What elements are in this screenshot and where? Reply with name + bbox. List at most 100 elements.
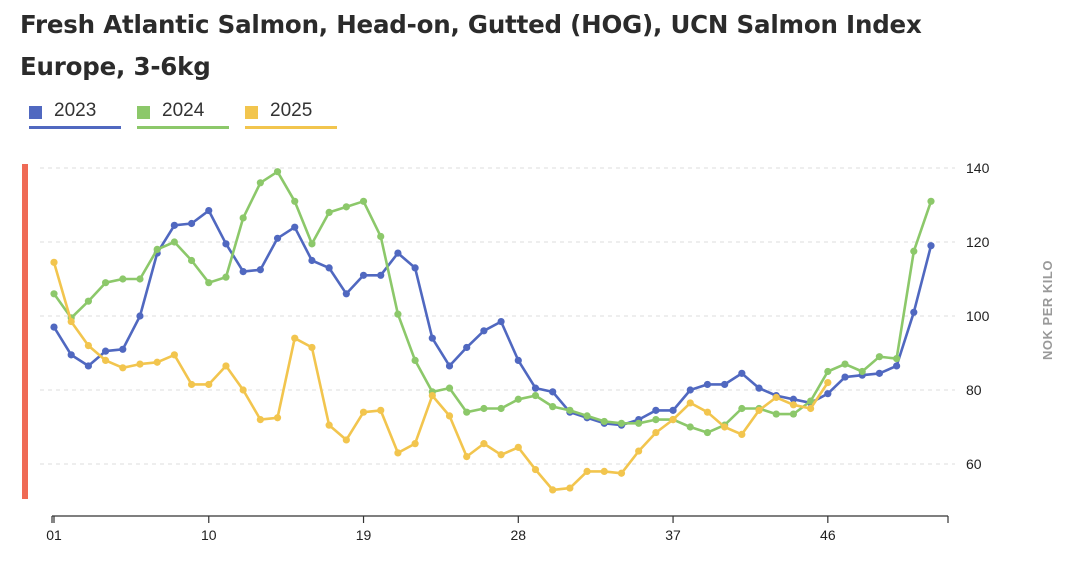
data-point-2024-w33	[600, 417, 608, 426]
data-point-2024-w45	[807, 397, 815, 405]
data-point-2024-w39	[703, 428, 712, 437]
data-point-2025-w35	[635, 447, 643, 455]
data-point-2025-w41	[738, 430, 746, 438]
data-point-2025-w2	[67, 317, 75, 326]
data-point-2024-w7	[153, 245, 161, 253]
x-tick-label-19: 19	[356, 527, 372, 543]
data-point-2023-w2	[67, 351, 75, 359]
data-point-2023-w5	[119, 345, 127, 353]
data-point-2024-w28	[514, 395, 522, 403]
legend-item-2023[interactable]: 2023	[29, 100, 137, 130]
data-point-2024-w11	[222, 273, 230, 281]
data-point-2025-w23	[428, 391, 436, 400]
data-point-2024-w9	[187, 256, 196, 265]
data-point-2023-w25	[463, 343, 471, 352]
data-point-2023-w42	[755, 384, 763, 392]
data-point-2023-w26	[480, 327, 488, 335]
data-point-2023-w36	[652, 406, 660, 414]
data-point-2025-w27	[497, 451, 505, 459]
data-point-2025-w13	[256, 416, 264, 424]
data-point-2025-w21	[394, 449, 402, 457]
data-point-2024-w22	[411, 356, 419, 364]
data-point-2023-w16	[308, 256, 316, 265]
legend-item-2024[interactable]: 2024	[137, 100, 245, 130]
data-point-2023-w6	[136, 312, 144, 320]
data-point-2025-w34	[617, 469, 626, 477]
legend-label-2024: 2024	[162, 100, 205, 121]
data-point-2023-w49	[875, 369, 884, 377]
data-point-2025-w28	[514, 443, 522, 451]
data-point-2024-w43	[772, 410, 780, 418]
data-point-2024-w6	[136, 275, 144, 283]
data-point-2025-w37	[669, 416, 677, 424]
data-point-2023-w40	[721, 380, 729, 389]
data-point-2025-w24	[445, 412, 454, 420]
x-tick-label-37: 37	[665, 527, 681, 543]
x-tick-label-10: 10	[201, 527, 217, 543]
data-point-2024-w8	[170, 238, 178, 246]
data-point-2024-w30	[549, 403, 557, 411]
data-point-2023-w37	[669, 406, 677, 414]
legend-item-2025[interactable]: 2025	[245, 100, 353, 130]
data-point-2024-w32	[583, 412, 591, 420]
data-point-2023-w11	[222, 240, 230, 248]
data-point-2024-w51	[910, 247, 918, 255]
data-point-2024-w1	[50, 290, 58, 298]
y-axis-label: NOK PER KILO	[1040, 260, 1055, 360]
data-point-2025-w9	[187, 380, 196, 389]
data-point-2023-w4	[101, 347, 110, 355]
chart-title: Fresh Atlantic Salmon, Head-on, Gutted (…	[20, 10, 922, 81]
data-point-2023-w22	[411, 264, 419, 272]
data-point-2025-w46	[824, 379, 832, 387]
data-point-2023-w51	[910, 308, 918, 316]
y-tick-label-120: 120	[966, 234, 990, 250]
data-point-2024-w24	[445, 384, 454, 392]
data-point-2024-w5	[119, 275, 127, 283]
data-point-2023-w1	[50, 323, 58, 331]
data-point-2024-w13	[256, 179, 264, 187]
data-point-2025-w6	[136, 360, 144, 368]
data-point-2024-w26	[480, 404, 488, 413]
data-point-2025-w22	[411, 440, 419, 448]
data-point-2025-w8	[170, 351, 178, 359]
x-tick-label-28: 28	[511, 527, 527, 543]
data-point-2023-w20	[377, 271, 385, 279]
data-point-2024-w35	[635, 419, 643, 427]
series-line-2025	[52, 261, 830, 492]
data-point-2025-w14	[273, 414, 282, 422]
data-point-2024-w4	[101, 279, 110, 287]
data-point-2024-w52	[927, 197, 935, 205]
y-tick-label-140: 140	[966, 160, 990, 176]
data-point-2025-w10	[205, 380, 213, 389]
data-point-2024-w18	[342, 203, 350, 211]
data-point-2024-w47	[841, 360, 849, 368]
data-point-2025-w7	[153, 358, 161, 366]
data-point-2023-w17	[325, 264, 333, 272]
data-point-2023-w15	[291, 223, 299, 231]
data-point-2023-w38	[686, 386, 694, 394]
data-point-2025-w3	[84, 342, 92, 350]
data-point-2023-w44	[789, 395, 798, 403]
y-tick-label-100: 100	[966, 308, 990, 324]
accent-bar	[22, 164, 28, 499]
data-point-2024-w12	[239, 214, 247, 222]
data-point-2025-w39	[703, 408, 712, 416]
data-point-2025-w30	[549, 486, 557, 494]
data-point-2024-w38	[686, 423, 694, 431]
data-point-2025-w12	[239, 386, 247, 394]
data-point-2023-w3	[84, 362, 92, 370]
legend-label-2023: 2023	[54, 100, 97, 121]
data-point-2024-w46	[824, 367, 832, 376]
data-point-2023-w9	[187, 219, 196, 228]
data-point-2025-w40	[721, 423, 729, 431]
data-point-2025-w26	[480, 440, 488, 448]
data-point-2024-w21	[394, 310, 402, 318]
data-point-2023-w12	[239, 268, 247, 276]
data-point-2023-w27	[497, 317, 505, 326]
data-point-2024-w27	[497, 404, 505, 413]
data-point-2024-w36	[652, 416, 660, 424]
data-point-2024-w14	[273, 168, 282, 176]
data-point-2025-w43	[772, 393, 780, 401]
data-point-2025-w11	[222, 362, 230, 370]
